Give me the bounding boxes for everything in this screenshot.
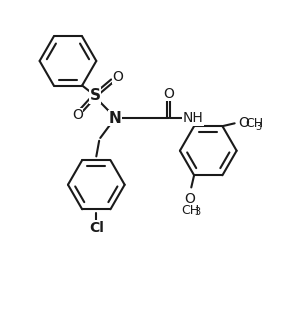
Text: CH: CH (245, 117, 263, 130)
Text: O: O (163, 87, 174, 101)
Text: O: O (238, 116, 249, 130)
Text: O: O (184, 192, 195, 206)
Text: N: N (108, 111, 121, 125)
Text: 3: 3 (195, 207, 201, 217)
Text: NH: NH (182, 111, 203, 125)
Text: CH: CH (181, 204, 199, 217)
Text: 3: 3 (255, 122, 262, 132)
Text: O: O (112, 70, 123, 84)
Text: Cl: Cl (89, 221, 104, 235)
Text: S: S (89, 88, 100, 103)
Text: O: O (73, 108, 83, 122)
